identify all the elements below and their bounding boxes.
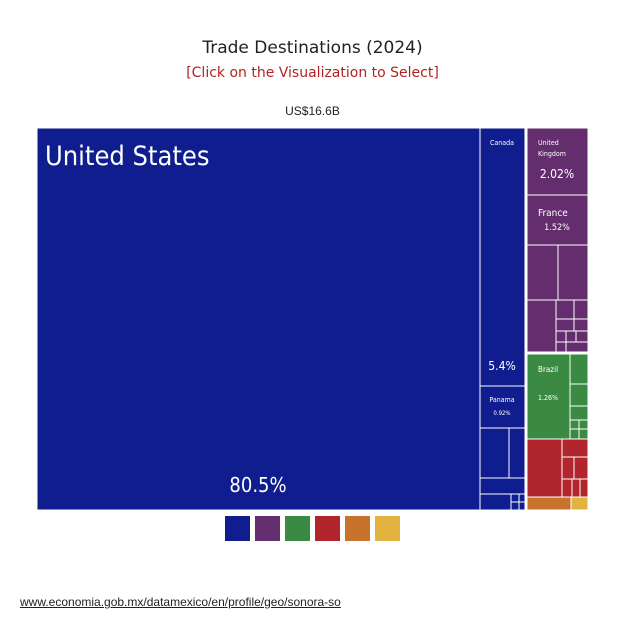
value-canada: 5.4% [488, 359, 515, 373]
cell-green-small[interactable] [569, 428, 580, 440]
cell-purple-small[interactable] [573, 318, 589, 332]
value-france: 1.52% [544, 223, 570, 233]
cell-red-small[interactable] [573, 456, 589, 480]
cell-purple-small[interactable] [575, 330, 589, 343]
legend-swatch-5[interactable] [345, 516, 370, 541]
legend-swatch-1[interactable] [225, 516, 250, 541]
cell-united-states[interactable] [36, 127, 481, 511]
cell-red-small[interactable] [579, 478, 589, 498]
legend-swatch-3[interactable] [285, 516, 310, 541]
cell-purple-small[interactable] [526, 299, 557, 353]
legend [225, 516, 400, 541]
cell-panama[interactable] [479, 385, 526, 429]
cell-purple-small[interactable] [565, 330, 577, 343]
cell-green-small[interactable] [569, 383, 589, 407]
cell-purple-small[interactable] [555, 330, 567, 343]
cell-france[interactable] [526, 194, 589, 246]
cell-blue-small[interactable] [518, 501, 526, 511]
cell-purple-small[interactable] [565, 341, 589, 353]
label-panama: Panama [489, 396, 514, 404]
label-united-kingdom-line2: Kingdom [538, 150, 566, 158]
cell-canada[interactable] [479, 127, 526, 387]
value-brazil: 1.26% [538, 394, 558, 402]
cell-green-small[interactable] [569, 353, 589, 385]
cell-purple-small[interactable] [573, 299, 589, 320]
cell-orange-small[interactable] [526, 496, 572, 511]
cell-blue-small[interactable] [479, 493, 512, 511]
legend-swatch-4[interactable] [315, 516, 340, 541]
cell-purple-small[interactable] [555, 299, 575, 320]
cell-blue-small[interactable] [518, 493, 526, 503]
cell-red-small[interactable] [571, 478, 581, 498]
legend-swatch-6[interactable] [375, 516, 400, 541]
label-brazil: Brazil [538, 365, 558, 374]
label-united-kingdom-line1: United [538, 139, 559, 147]
cell-red-small[interactable] [561, 438, 589, 458]
cell-green-small[interactable] [578, 428, 589, 440]
label-france: France [538, 208, 568, 219]
legend-swatch-2[interactable] [255, 516, 280, 541]
value-united-kingdom: 2.02% [540, 167, 574, 181]
cell-blue-small[interactable] [479, 477, 526, 495]
cell-purple-small[interactable] [557, 244, 589, 301]
label-canada: Canada [490, 139, 514, 147]
cell-blue-small[interactable] [508, 427, 526, 479]
value-united-states: 80.5% [229, 473, 286, 497]
cell-red-small[interactable] [526, 438, 563, 498]
source-link[interactable]: www.economia.gob.mx/datamexico/en/profil… [20, 595, 341, 609]
cell-purple-small[interactable] [555, 341, 567, 353]
cell-blue-small[interactable] [510, 501, 520, 511]
cell-purple-small[interactable] [526, 244, 559, 301]
cell-green-small[interactable] [578, 419, 589, 430]
label-united-states: United States [45, 141, 210, 172]
treemap-chart[interactable]: United States 80.5% Canada 5.4% Panama 0.92% U… [0, 0, 625, 520]
chart-subtitle: [Click on the Visualization to Select] [186, 65, 439, 81]
value-panama: 0.92% [493, 410, 510, 417]
cell-red-small[interactable] [561, 456, 575, 480]
cell-red-small[interactable] [561, 478, 573, 498]
cell-green-small[interactable] [569, 419, 580, 430]
chart-title: Trade Destinations (2024) [202, 38, 423, 58]
cell-united-kingdom[interactable] [526, 127, 589, 196]
cell-blue-small[interactable] [510, 493, 520, 503]
cell-yellow-small[interactable] [570, 496, 589, 511]
cell-blue-small[interactable] [479, 427, 510, 479]
cell-green-small[interactable] [569, 405, 589, 421]
total-value: US$16.6B [285, 104, 340, 118]
cell-purple-small[interactable] [555, 318, 575, 332]
